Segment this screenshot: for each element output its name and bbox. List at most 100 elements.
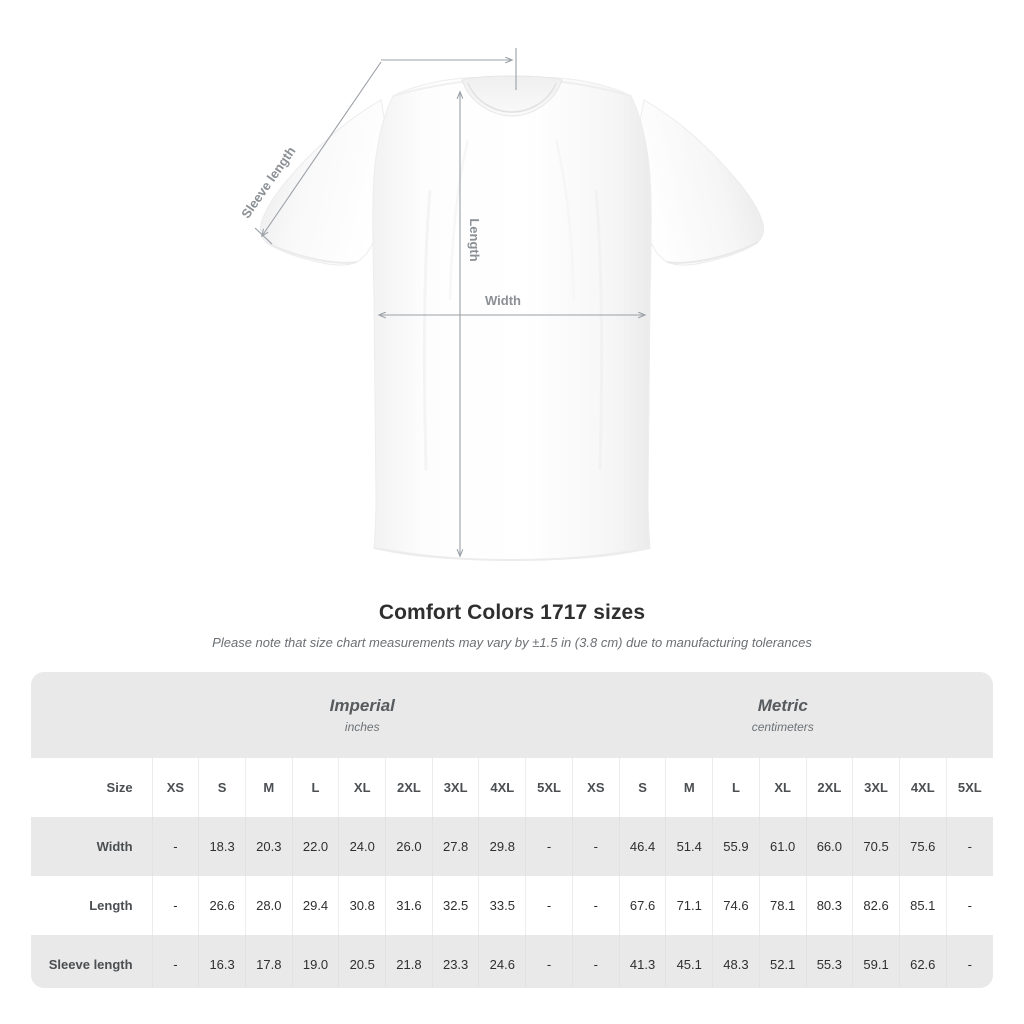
measurement-cell: 16.3 xyxy=(198,935,246,988)
measurement-cell: 71.1 xyxy=(665,876,714,935)
measurement-cell: 24.0 xyxy=(338,817,387,876)
width-label: Width xyxy=(485,293,521,308)
size-header-cell: 3XL xyxy=(852,758,900,817)
measurement-cell: 48.3 xyxy=(712,935,760,988)
measurement-cell: 82.6 xyxy=(852,876,900,935)
measurement-cell: - xyxy=(525,817,573,876)
size-header-cell: L xyxy=(291,758,340,817)
size-header-cell: 4XL xyxy=(898,758,947,817)
measurement-cell: 45.1 xyxy=(665,935,714,988)
measurement-cell: - xyxy=(945,876,993,935)
measurement-cell: 17.8 xyxy=(244,935,293,988)
measurement-cell: 75.6 xyxy=(898,817,947,876)
table-row: Width -18.3 20.3 22.0 24.0 26.0 27.8 29.8- -46.4… xyxy=(31,817,993,876)
size-chart-table: Imperial inches Metric centimeters Size XS S M L… xyxy=(31,672,993,988)
measurement-cell: 61.0 xyxy=(758,817,807,876)
length-label: Length xyxy=(467,218,482,261)
measurement-cell: 52.1 xyxy=(758,935,807,988)
size-header-cell: S xyxy=(618,758,667,817)
size-column-header: Size xyxy=(31,758,153,817)
measurement-cell: 20.5 xyxy=(338,935,387,988)
measurement-cell: - xyxy=(571,817,620,876)
measurement-cell: 18.3 xyxy=(198,817,246,876)
measurement-cell: - xyxy=(525,876,573,935)
table-row: Sleeve length -16.3 17.8 19.0 20.5 21.8 23.3 24… xyxy=(31,935,993,988)
measurement-cell: 51.4 xyxy=(665,817,714,876)
measurement-cell: 67.6 xyxy=(618,876,667,935)
measurement-cell: 19.0 xyxy=(291,935,340,988)
unit-header-imperial: Imperial inches xyxy=(152,672,573,758)
tolerance-note: Please note that size chart measurements… xyxy=(212,635,812,650)
size-header-cell: 2XL xyxy=(805,758,854,817)
measurement-cell: 46.4 xyxy=(618,817,667,876)
size-header-cell: XS xyxy=(571,758,620,817)
measurement-cell: 59.1 xyxy=(852,935,900,988)
size-header-row: Size XS S M L XL 2XL 3XL 4XL 5XL XS S M L XL 2XL 3XL 4XL 5… xyxy=(31,758,993,817)
table-row: Length -26.6 28.0 29.4 30.8 31.6 32.5 33.5- -67.… xyxy=(31,876,993,935)
size-header-cell: L xyxy=(712,758,760,817)
measurement-cell: - xyxy=(525,935,573,988)
measurement-cell: 66.0 xyxy=(805,817,854,876)
measurement-cell: - xyxy=(151,935,200,988)
measurement-cell: - xyxy=(945,817,993,876)
unit-header-row: Imperial inches Metric centimeters xyxy=(31,672,993,758)
size-header-cell: 5XL xyxy=(525,758,573,817)
product-diagram: Sleeve length Length Width xyxy=(238,48,765,562)
measurement-cell: 21.8 xyxy=(385,935,433,988)
measurement-cell: 31.6 xyxy=(385,876,433,935)
measurement-cell: 22.0 xyxy=(291,817,340,876)
page-title: Comfort Colors 1717 sizes xyxy=(378,601,646,624)
measurement-cell: 26.0 xyxy=(385,817,433,876)
measurement-cell: 23.3 xyxy=(431,935,480,988)
measurement-cell: 62.6 xyxy=(898,935,947,988)
measurement-cell: 29.8 xyxy=(478,817,527,876)
measurement-cell: 24.6 xyxy=(478,935,527,988)
unit-subtitle: inches xyxy=(344,720,380,734)
measurement-cell: 32.5 xyxy=(431,876,480,935)
measurement-cell: - xyxy=(151,817,200,876)
measurement-cell: 41.3 xyxy=(618,935,667,988)
unit-name: Metric xyxy=(757,696,808,715)
measurement-cell: 78.1 xyxy=(758,876,807,935)
measurement-cell: 70.5 xyxy=(852,817,900,876)
measurement-cell: - xyxy=(571,935,620,988)
measurement-cell: 80.3 xyxy=(805,876,854,935)
size-header-cell: M xyxy=(665,758,714,817)
measurement-cell: - xyxy=(571,876,620,935)
size-header-cell: 4XL xyxy=(478,758,527,817)
measurement-cell: 26.6 xyxy=(198,876,246,935)
size-chart-table-wrapper: Imperial inches Metric centimeters Size XS S M L… xyxy=(31,672,993,988)
measurement-cell: - xyxy=(151,876,200,935)
size-header-cell: XS xyxy=(151,758,200,817)
size-header-cell: XL xyxy=(338,758,387,817)
measurement-cell: 74.6 xyxy=(712,876,760,935)
size-header-cell: M xyxy=(244,758,293,817)
measurement-cell: 55.9 xyxy=(712,817,760,876)
measurement-cell: 20.3 xyxy=(244,817,293,876)
measurement-cell: 33.5 xyxy=(478,876,527,935)
size-header-cell: S xyxy=(198,758,246,817)
unit-header-spacer xyxy=(31,672,153,758)
sleeve-length-guide xyxy=(254,61,382,245)
unit-header-metric: Metric centimeters xyxy=(572,672,993,758)
size-header-cell: XL xyxy=(758,758,807,817)
row-label: Sleeve length xyxy=(31,935,153,988)
tshirt-diagram-svg: Sleeve length Length Width xyxy=(238,48,765,562)
size-header-cell: 3XL xyxy=(431,758,480,817)
measurement-cell: - xyxy=(945,935,993,988)
measurement-cell: 29.4 xyxy=(291,876,340,935)
measurement-cell: 28.0 xyxy=(244,876,293,935)
shoulder-guide xyxy=(381,48,517,90)
title-block: Comfort Colors 1717 sizes Please note th… xyxy=(0,598,1024,652)
measurement-cell: 55.3 xyxy=(805,935,854,988)
measurement-cell: 27.8 xyxy=(431,817,480,876)
measurement-cell: 85.1 xyxy=(898,876,947,935)
tshirt-artwork xyxy=(259,75,765,562)
measurement-guides xyxy=(254,48,645,556)
row-label: Length xyxy=(31,876,153,935)
row-label: Width xyxy=(31,817,153,876)
unit-subtitle: centimeters xyxy=(751,720,814,734)
measurement-cell: 30.8 xyxy=(338,876,387,935)
size-header-cell: 5XL xyxy=(945,758,993,817)
size-header-cell: 2XL xyxy=(385,758,433,817)
